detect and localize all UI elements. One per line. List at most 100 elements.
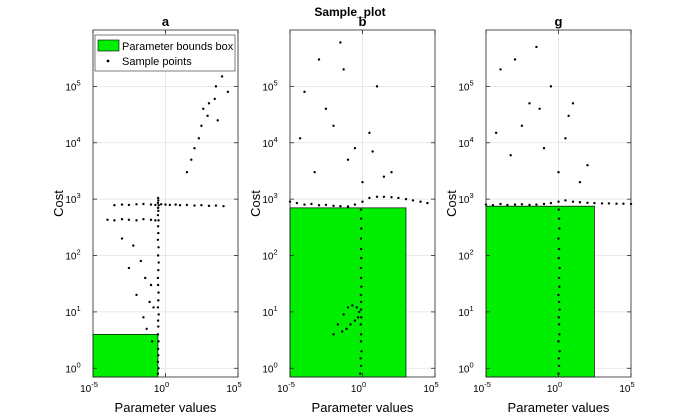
y-tick-label: 103	[65, 191, 80, 206]
sample-point	[557, 247, 561, 251]
legend-label-points: Sample points	[122, 56, 192, 68]
x-axis-label: Parameter values	[312, 400, 414, 415]
sample-point	[509, 154, 512, 157]
sample-point	[356, 316, 360, 319]
sample-point	[557, 364, 561, 368]
sample-point	[615, 202, 618, 205]
sample-point	[202, 107, 205, 111]
sample-point	[360, 227, 363, 230]
sample-point	[216, 119, 219, 122]
sample-point	[346, 158, 350, 161]
sample-point	[222, 204, 225, 208]
sample-point	[375, 85, 379, 88]
sample-point	[593, 201, 596, 205]
sample-point	[135, 219, 138, 222]
sample-point	[339, 204, 342, 208]
sample-point	[558, 227, 561, 230]
sample-point	[220, 75, 224, 78]
sample-point	[156, 319, 160, 322]
sample-point	[164, 203, 167, 206]
sample-point	[567, 114, 570, 118]
sample-point	[558, 308, 561, 311]
sample-point	[144, 276, 147, 280]
sample-point	[336, 323, 340, 326]
sample-point	[157, 246, 160, 249]
panel-title: g	[555, 14, 563, 29]
sample-point	[303, 90, 306, 94]
sample-point	[361, 200, 364, 203]
sample-point	[359, 208, 363, 211]
sample-point	[145, 327, 148, 331]
y-tick-label: 102	[458, 248, 473, 263]
x-tick-label: 10-5	[277, 380, 295, 395]
sample-point	[226, 90, 230, 94]
sample-point	[557, 340, 560, 343]
sample-point	[157, 261, 160, 264]
sample-point	[106, 218, 109, 221]
sample-point	[557, 323, 561, 326]
sample-point	[557, 293, 560, 297]
sample-point	[359, 364, 363, 368]
sample-point	[332, 333, 335, 336]
y-tick-label: 105	[262, 78, 277, 93]
legend-swatch-box	[97, 39, 120, 52]
sample-point	[156, 196, 160, 200]
sample-point	[120, 237, 124, 240]
sample-point	[152, 306, 155, 309]
sample-point	[200, 124, 203, 127]
sample-point	[513, 203, 517, 206]
sample-point	[197, 137, 201, 140]
sample-point	[520, 124, 524, 127]
sample-point	[317, 204, 321, 207]
y-tick-label: 101	[458, 304, 473, 319]
sample-point	[419, 200, 422, 203]
sample-point	[535, 45, 538, 49]
parameter-bounds-box	[485, 205, 595, 378]
sample-point	[157, 299, 160, 302]
sample-point	[154, 203, 157, 207]
sample-point	[113, 219, 116, 222]
sample-point	[549, 85, 553, 88]
legend-swatch-point	[106, 59, 110, 63]
sample-point	[157, 325, 160, 328]
x-tick-label: 105	[423, 380, 438, 395]
sample-point	[359, 293, 363, 297]
panel-title: b	[359, 14, 367, 29]
sample-point	[149, 203, 153, 206]
sample-point	[558, 285, 561, 288]
sample-point	[538, 107, 541, 111]
sample-point	[558, 350, 561, 353]
sample-point	[359, 372, 362, 375]
sample-point	[303, 203, 306, 206]
y-tick-label: 101	[65, 304, 80, 319]
sample-point	[156, 333, 160, 336]
sample-point	[207, 102, 211, 105]
sample-point	[371, 150, 374, 153]
legend: Parameter bounds box Sample points	[94, 34, 236, 72]
figure-title: Sample_plot	[314, 5, 385, 19]
sample-point	[535, 203, 538, 206]
sample-point	[157, 204, 160, 207]
sample-point	[359, 247, 363, 251]
y-tick-label: 100	[262, 360, 277, 375]
sample-point	[156, 283, 160, 287]
sample-point	[359, 300, 363, 304]
sample-point	[156, 206, 160, 210]
sample-point	[360, 350, 363, 353]
sample-point	[353, 147, 357, 150]
sample-point	[156, 306, 160, 309]
sample-point	[135, 203, 138, 206]
sample-point	[359, 266, 363, 270]
x-tick-label: 10-5	[80, 380, 98, 395]
sample-point	[586, 201, 589, 205]
y-tick-label: 101	[262, 304, 277, 319]
sample-point	[156, 238, 160, 241]
sample-point	[139, 259, 143, 263]
sample-point	[298, 137, 302, 140]
sample-point	[132, 244, 135, 247]
sample-point	[557, 200, 560, 203]
sample-point	[149, 218, 153, 221]
sample-point	[368, 196, 371, 200]
sample-point	[382, 195, 386, 198]
